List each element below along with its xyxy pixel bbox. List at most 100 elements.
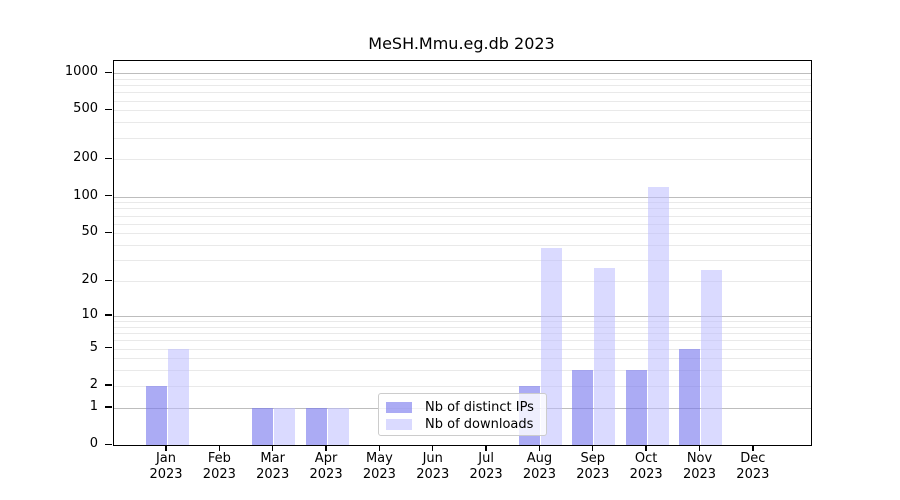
x-axis-tick-mark (645, 445, 647, 451)
x-axis-tick-month: Aug (526, 451, 553, 466)
legend-label-distinct-ips: Nb of distinct IPs (425, 399, 534, 415)
x-axis-tick-month: May (365, 451, 393, 466)
legend-label-downloads: Nb of downloads (425, 416, 534, 432)
bar-downloads-jan (167, 348, 189, 445)
gridline-minor (114, 333, 811, 334)
x-axis-tick-mark (432, 445, 434, 451)
gridline-labeled (114, 233, 811, 235)
bar-downloads-apr (327, 407, 349, 445)
x-axis-tick-mark (165, 445, 167, 451)
x-axis-tick-label: Apr 2023 (294, 451, 358, 482)
gridline-minor (114, 340, 811, 342)
y-axis-tick-mark (105, 406, 112, 408)
y-axis-tick-label: 200 (73, 150, 98, 166)
y-axis-tick-label: 2 (89, 376, 98, 392)
x-axis-tick-mark (325, 445, 327, 451)
x-axis-tick-year: 2023 (256, 466, 290, 482)
x-axis-tick-mark (378, 445, 381, 451)
x-axis-tick-month: Jun (422, 451, 443, 466)
x-axis-tick-label: Jul 2023 (454, 451, 518, 482)
x-axis-tick-year: 2023 (362, 466, 396, 482)
plot-area (113, 60, 812, 446)
y-axis-tick-label: 5 (89, 339, 98, 355)
y-axis-tick-label: 50 (81, 224, 98, 240)
gridline-major (114, 73, 811, 74)
y-axis-tick-mark (105, 443, 112, 445)
x-axis-tick-mark (485, 445, 487, 451)
y-axis-tick-mark (105, 347, 112, 349)
bar-distinct-ips-oct (625, 370, 647, 445)
gridline-minor (114, 85, 811, 86)
y-axis-tick-label: 500 (73, 101, 98, 117)
y-axis-tick-label: 100 (73, 187, 98, 203)
y-axis-tick-mark (105, 108, 112, 111)
gridline-minor (114, 137, 811, 139)
y-axis-tick-label: 20 (81, 272, 98, 288)
gridline-minor (114, 260, 811, 262)
x-axis-tick-label: Jun 2023 (401, 451, 465, 482)
gridline-minor (114, 215, 811, 217)
bar-distinct-ips-mar (252, 407, 274, 445)
x-axis-tick-label: Nov 2023 (668, 451, 732, 482)
gridline-minor (114, 223, 811, 225)
x-axis-tick-label: Dec 2023 (721, 451, 785, 482)
bar-downloads-mar (274, 407, 296, 445)
x-axis-tick-year: 2023 (682, 466, 717, 482)
bar-distinct-ips-nov (679, 348, 700, 445)
x-axis-tick-label: Oct 2023 (614, 451, 678, 482)
y-axis-tick-mark (105, 195, 112, 197)
x-axis-tick-month: Feb (207, 451, 231, 466)
gridline-minor (114, 326, 811, 328)
gridline-minor (114, 78, 811, 80)
x-axis-tick-mark (592, 445, 594, 451)
x-axis-tick-label: Aug 2023 (507, 451, 571, 482)
y-axis-tick-label: 0 (89, 436, 98, 451)
x-axis-tick-label: Mar 2023 (241, 451, 305, 482)
gridline-major (114, 315, 811, 317)
y-axis-tick-label: 1000 (64, 64, 98, 79)
y-axis-tick-label: 1 (89, 398, 98, 414)
x-axis-tick-year: 2023 (416, 466, 450, 482)
gridline-minor (114, 358, 811, 360)
gridline-labeled (114, 281, 811, 283)
bar-downloads-sep (594, 267, 616, 445)
x-axis-tick-month: Jan (155, 451, 177, 466)
x-axis-tick-label: Feb 2023 (187, 451, 251, 482)
x-axis-tick-mark (752, 445, 754, 451)
x-axis-tick-month: Apr (314, 451, 338, 466)
gridline-minor (114, 122, 811, 124)
gridline-labeled (114, 110, 811, 112)
x-axis-tick-year: 2023 (149, 466, 183, 482)
bar-distinct-ips-jan (145, 385, 167, 445)
x-axis-tick-year: 2023 (202, 466, 236, 482)
x-axis-tick-year: 2023 (736, 466, 770, 482)
x-axis-tick-label: Jan 2023 (134, 451, 198, 482)
legend-item-distinct-ips: Nb of distinct IPs (379, 399, 546, 416)
x-axis-tick-month: Sep (580, 451, 606, 466)
x-axis-tick-year: 2023 (576, 466, 610, 482)
x-axis-tick-month: Oct (634, 451, 658, 466)
x-axis-tick-year: 2023 (469, 466, 503, 482)
x-axis-tick-month: Nov (686, 451, 713, 466)
bar-downloads-oct (647, 186, 669, 445)
x-axis-tick-mark (218, 445, 221, 451)
gridline-labeled (114, 348, 811, 350)
x-axis-tick-mark (698, 445, 701, 451)
y-axis-tick-mark (105, 71, 112, 73)
x-axis-tick-year: 2023 (309, 466, 343, 482)
gridline-minor (114, 208, 811, 210)
legend-item-downloads: Nb of downloads (379, 416, 546, 433)
x-axis-tick-month: Dec (740, 451, 766, 466)
x-axis-tick-month: Mar (260, 451, 285, 466)
x-axis-tick-label: Sep 2023 (561, 451, 625, 482)
x-axis-tick-year: 2023 (629, 466, 663, 482)
x-axis-tick-mark (538, 445, 541, 451)
legend-swatch-distinct-ips (386, 402, 412, 413)
y-axis-tick-mark (105, 314, 112, 316)
gridline-minor (114, 245, 811, 246)
chart-title: MeSH.Mmu.eg.db 2023 (368, 34, 555, 53)
legend: Nb of distinct IPs Nb of downloads (378, 393, 547, 436)
gridline-minor (114, 370, 811, 372)
gridline-labeled (114, 159, 811, 161)
